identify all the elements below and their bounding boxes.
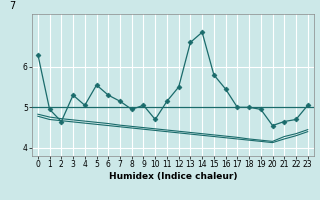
Text: 7: 7: [10, 1, 16, 11]
X-axis label: Humidex (Indice chaleur): Humidex (Indice chaleur): [108, 172, 237, 181]
